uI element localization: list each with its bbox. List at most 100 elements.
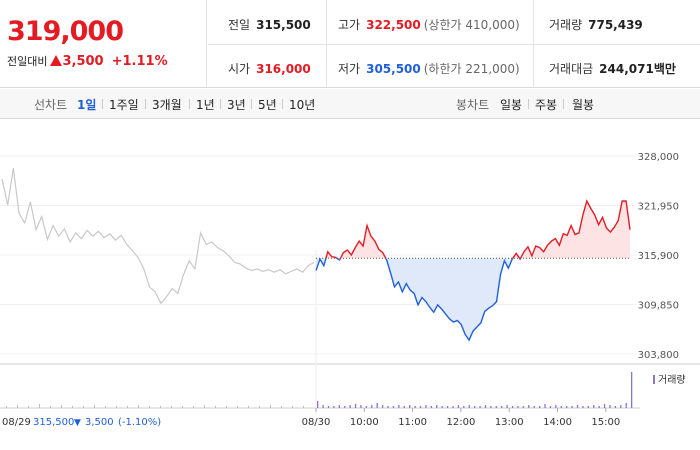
x-tick-label: 15:00 xyxy=(591,417,620,428)
volume-bar xyxy=(614,406,617,408)
volume-bar xyxy=(61,405,62,408)
price-line-down xyxy=(518,257,522,261)
volume-bar xyxy=(576,405,579,408)
volume-bar xyxy=(528,405,530,408)
volume-legend-label: 거래량 xyxy=(658,374,686,386)
change-label: 전일대비 xyxy=(7,55,48,68)
area-fill-up xyxy=(340,225,386,259)
tab-divider xyxy=(102,99,103,109)
volume-bar xyxy=(631,372,633,408)
volume-bars xyxy=(6,372,633,408)
area-fills xyxy=(316,201,630,341)
volume-bar xyxy=(598,406,600,408)
stat-value: 305,500 xyxy=(366,62,421,76)
volume-bar xyxy=(281,406,282,408)
stat-value: 244,071 xyxy=(599,62,654,76)
volume-bar xyxy=(327,406,330,408)
tab-range-1d[interactable]: 1일 xyxy=(77,98,97,112)
volume-bar xyxy=(270,405,271,408)
volume-bar xyxy=(28,406,29,408)
volume-bar xyxy=(495,406,497,408)
tab-candle-daily[interactable]: 일봉 xyxy=(500,98,523,112)
stats-divider xyxy=(208,44,700,45)
tab-candle-monthly[interactable]: 월봉 xyxy=(572,98,595,112)
tab-candle-weekly[interactable]: 주봉 xyxy=(535,98,558,112)
volume-bar xyxy=(560,406,562,408)
tab-range-5y[interactable]: 5년 xyxy=(258,98,277,112)
volume-bar xyxy=(490,406,492,408)
volume-bar xyxy=(94,405,95,408)
volume-bar xyxy=(17,405,18,408)
stats-grid: 전일 315,500 고가 322,500 (상한가 410,000) 거래량 775,… xyxy=(208,0,700,88)
prev-day-close: 315,500 xyxy=(33,417,74,428)
stats-column-divider xyxy=(533,0,534,88)
volume-bar xyxy=(322,405,324,408)
tab-range-3m[interactable]: 3개월 xyxy=(152,98,182,112)
volume-bar xyxy=(463,406,465,408)
price-chart[interactable]: 328,000 321,950 315,900 309,850 303,800 08/3… xyxy=(0,120,700,450)
volume-bar xyxy=(609,405,611,408)
stat-volume: 거래량 775,439 xyxy=(549,16,643,33)
tab-range-3y[interactable]: 3년 xyxy=(227,98,246,112)
tab-range-10y[interactable]: 10년 xyxy=(289,98,316,112)
volume-bar xyxy=(365,406,368,408)
prev-day-change: 3,500 xyxy=(85,417,114,428)
quote-header: 319,000 전일대비 3,500 +1.11% 전일 315,500 고가 322,… xyxy=(0,0,700,88)
price-lines xyxy=(1,168,631,342)
volume-bar xyxy=(544,404,546,408)
price-line-up xyxy=(339,222,387,259)
tab-range-1y[interactable]: 1년 xyxy=(196,98,215,112)
stat-label: 저가 xyxy=(338,62,361,76)
stat-high: 고가 322,500 (상한가 410,000) xyxy=(338,16,520,33)
volume-bar xyxy=(39,404,40,408)
volume-bar xyxy=(479,406,481,408)
volume-bar xyxy=(625,403,627,408)
tab-divider xyxy=(282,99,283,109)
price-line-down xyxy=(385,257,514,342)
volume-bar xyxy=(620,405,622,408)
volume-bar xyxy=(441,406,443,408)
volume-bar xyxy=(381,405,384,408)
volume-bar xyxy=(474,406,476,408)
volume-bar xyxy=(215,406,216,408)
volume-bar xyxy=(593,405,595,408)
prev-day-label: 08/29 xyxy=(2,417,31,428)
area-fill-down xyxy=(385,258,513,341)
volume-bar xyxy=(511,406,514,408)
volume-bar xyxy=(292,406,293,408)
volume-bar xyxy=(571,406,573,408)
stat-prev-close: 전일 315,500 xyxy=(228,16,311,33)
volume-bar xyxy=(248,406,249,408)
volume-bar xyxy=(182,406,183,408)
y-tick-label: 321,950 xyxy=(638,202,679,213)
volume-bar xyxy=(127,406,128,408)
stat-value: 315,500 xyxy=(256,18,311,32)
tab-divider xyxy=(189,99,190,109)
lower-limit: (하한가 221,000) xyxy=(423,62,520,76)
volume-bar xyxy=(376,403,378,408)
volume-bar xyxy=(116,406,117,408)
tab-range-1w[interactable]: 1주일 xyxy=(109,98,139,112)
tab-divider xyxy=(220,99,221,109)
volume-bar xyxy=(317,401,319,408)
stat-low: 저가 305,500 (하한가 221,000) xyxy=(338,60,520,77)
price-line-up xyxy=(519,199,631,259)
prev-day-line xyxy=(1,168,315,305)
stat-label: 전일 xyxy=(228,18,251,32)
stat-value: 316,000 xyxy=(256,62,311,76)
volume-bar xyxy=(484,405,487,408)
volume-bar xyxy=(105,406,106,408)
stat-label: 고가 xyxy=(338,18,361,32)
volume-bar xyxy=(549,406,552,408)
tab-divider xyxy=(528,99,529,109)
y-tick-labels: 328,000 321,950 315,900 309,850 303,800 xyxy=(638,152,679,361)
volume-bar xyxy=(259,406,260,408)
volume-bar xyxy=(403,406,405,408)
volume-bar xyxy=(149,406,150,408)
volume-bar xyxy=(171,406,172,408)
x-tick-label: 14:00 xyxy=(543,417,572,428)
tab-divider xyxy=(251,99,252,109)
prev-day-percent: (-1.10%) xyxy=(118,417,161,428)
volume-bar xyxy=(83,406,84,408)
